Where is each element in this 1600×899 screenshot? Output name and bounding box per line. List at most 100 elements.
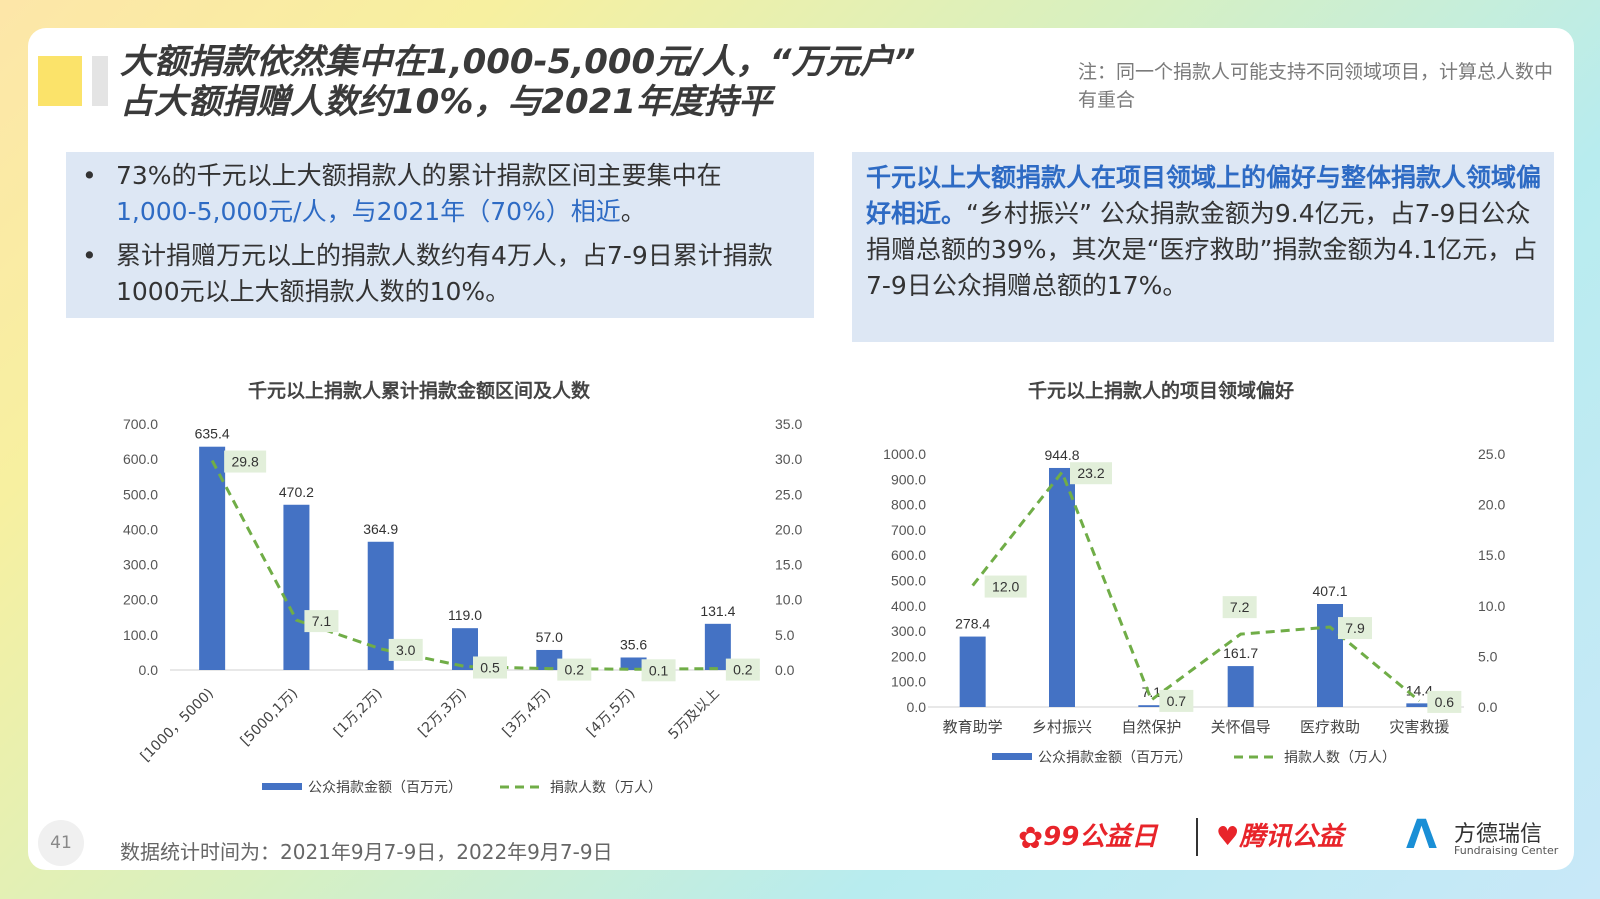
- right-summary-highlight: 千元以上大额捐款人在项目领域上的偏好与整体捐款人领域偏好相近。: [866, 163, 1542, 228]
- chart-1-line-label-bg: [224, 450, 267, 473]
- chart-1-line-label-bg: [557, 658, 592, 681]
- chart-2-bar-label: 7.1: [1142, 684, 1162, 700]
- chart-1-bar-label: 119.0: [448, 607, 482, 623]
- chart-2-y-right-tick: 0.0: [1478, 699, 1498, 715]
- chart-1-y-right-tick: 25.0: [775, 486, 802, 502]
- chart-1-bar: [199, 446, 226, 670]
- right-summary-text: 千元以上大额捐款人在项目领域上的偏好与整体捐款人领域偏好相近。“乡村振兴” 公众…: [866, 160, 1546, 304]
- chart-1-line-label: 0.5: [480, 659, 500, 675]
- title-line-1: 大额捐款依然集中在1,000-5,000元/人，“万元户”: [120, 42, 916, 82]
- chart-2-x-tick: 医疗救助: [1300, 718, 1360, 736]
- title-line-2: 占大额捐赠人数约10%，与2021年度持平: [120, 82, 773, 122]
- chart-1-bar-label: 57.0: [536, 629, 563, 645]
- chart-2-bar-label: 944.8: [1044, 447, 1079, 463]
- chart-2-y-left-tick: 600.0: [891, 547, 926, 563]
- right-summary-body: “乡村振兴” 公众捐款金额为9.4亿元，占7-9日公众捐赠总额的39%，其次是“…: [866, 199, 1538, 300]
- chart-2-x-tick: 灾害救援: [1389, 718, 1449, 736]
- chart-2-bar: [1406, 703, 1433, 707]
- chart-2-bar: [1138, 705, 1165, 707]
- flower-icon: ✿: [1018, 821, 1044, 856]
- title-accent-gray: [92, 56, 108, 106]
- chart-1-line-label: 0.2: [565, 662, 585, 678]
- chart-1-y-left-tick: 200.0: [123, 592, 158, 608]
- chart-2-line-label-bg: [1070, 462, 1112, 485]
- chart-2-bar-label: 407.1: [1312, 583, 1347, 599]
- chart-1-x-tick: 5万及以上: [665, 686, 722, 743]
- chart-1-bar-label: 635.4: [195, 426, 230, 442]
- chart-1-line-label-bg: [725, 658, 760, 681]
- bullet-1-text-a: 73%的千元以上大额捐款人的累计捐款区间主要集中在: [116, 161, 722, 190]
- chart-1-y-right-tick: 5.0: [775, 627, 795, 643]
- chart-1-line-label-bg: [473, 656, 507, 679]
- chart-2-bar-label: 278.4: [955, 616, 990, 632]
- chart-2-y-left-tick: 500.0: [891, 573, 926, 589]
- chart-2-y-right-tick: 10.0: [1478, 598, 1505, 614]
- chart-1-y-right-tick: 15.0: [775, 557, 802, 573]
- chart-1-x-tick: [3万,4万): [500, 686, 555, 741]
- chart-2-y-left-tick: 0.0: [907, 699, 927, 715]
- chart-2-y-right-tick: 20.0: [1478, 497, 1505, 513]
- left-summary-box: • 73%的千元以上大额捐款人的累计捐款区间主要集中在 1,000-5,000元/…: [66, 152, 814, 318]
- chart-1-bar: [620, 657, 647, 670]
- chart-2-y-right-tick: 25.0: [1478, 446, 1505, 462]
- chart-1-line-label: 29.8: [232, 454, 259, 470]
- fd-logo-icon: Λ: [1406, 812, 1437, 858]
- logo-tencent-charity: ♥腾讯公益: [1216, 816, 1343, 853]
- chart-1-line-label: 7.1: [312, 613, 332, 629]
- chart-2-title: 千元以上捐款人的项目领域偏好: [1028, 380, 1295, 402]
- chart-2-y-right-tick: 5.0: [1478, 648, 1498, 664]
- chart-1-line-label-bg: [388, 638, 423, 661]
- chart-2-line-label: 0.7: [1167, 693, 1187, 709]
- chart-1-legend-line-label: 捐款人数（万人）: [550, 780, 662, 796]
- chart-1-y-right-tick: 30.0: [775, 451, 802, 467]
- slide-title: 大额捐款依然集中在1,000-5,000元/人，“万元户” 占大额捐赠人数约10…: [120, 42, 915, 122]
- chart-1-y-right-tick: 0.0: [775, 662, 795, 678]
- logo-99-text: 99公益日: [1043, 822, 1158, 852]
- chart-2-x-tick: 自然保护: [1121, 718, 1181, 736]
- chart-1-y-left-tick: 700.0: [123, 416, 158, 432]
- chart-1-title: 千元以上捐款人累计捐款金额区间及人数: [248, 380, 591, 402]
- chart-1-x-tick: [5000,1万): [238, 686, 302, 750]
- bullet-1-text-b: 。: [620, 197, 646, 226]
- chart-1-x-tick: [4万,5万): [584, 686, 639, 741]
- chart-1-y-left-tick: 600.0: [123, 451, 158, 467]
- bullet-1-text: 73%的千元以上大额捐款人的累计捐款区间主要集中在 1,000-5,000元/人，…: [116, 158, 776, 230]
- bullet-2-text: 累计捐赠万元以上的捐款人数约有4万人，占7-9日累计捐款1000元以上大额捐款人…: [116, 241, 773, 306]
- chart-2-y-left-tick: 700.0: [891, 522, 926, 538]
- chart-1-y-left-tick: 500.0: [123, 486, 158, 502]
- chart-2-bar: [1227, 666, 1254, 707]
- chart-2-bar: [1049, 467, 1075, 707]
- chart-2-line-label: 7.2: [1230, 599, 1250, 615]
- chart-1-bar: [283, 504, 310, 670]
- chart-2-y-left-tick: 100.0: [891, 674, 926, 690]
- chart-1-legend-bar-swatch: [262, 783, 302, 790]
- chart-2-y-right-tick: 15.0: [1478, 547, 1505, 563]
- chart-2-x-tick: 关怀倡导: [1211, 718, 1271, 736]
- chart-2-y-left-tick: 900.0: [891, 471, 926, 487]
- logo-fd-en: Fundraising Center: [1454, 844, 1559, 857]
- bullet-2: •: [82, 241, 97, 270]
- data-period-note: 数据统计时间为：2021年9月7-9日，2022年9月7-9日: [120, 840, 613, 864]
- logo-99-charity-day: ✿99公益日: [1018, 816, 1157, 856]
- note-text: 注：同一个捐款人可能支持不同领域项目，计算总人数中有重合: [1078, 61, 1554, 111]
- chart-2-line-label-bg: [1338, 617, 1372, 640]
- chart-2-legend-line-label: 捐款人数（万人）: [1284, 750, 1396, 766]
- chart-2-y-left-tick: 300.0: [891, 623, 926, 639]
- chart-2-y-left-tick: 400.0: [891, 598, 926, 614]
- chart-1-line-label: 0.2: [733, 662, 753, 678]
- chart-1-x-tick: [1万,2万): [331, 686, 386, 741]
- chart-1-y-left-tick: 100.0: [123, 627, 158, 643]
- chart-1-line-label: 3.0: [396, 642, 416, 658]
- chart-2-line-label: 12.0: [992, 579, 1019, 595]
- chart-1-bar-label: 131.4: [700, 603, 735, 619]
- chart-2-y-left-tick: 200.0: [891, 648, 926, 664]
- chart-2-line-label: 23.2: [1077, 465, 1104, 481]
- chart-2-x-tick: 教育助学: [943, 718, 1003, 736]
- chart-1-y-right-tick: 35.0: [775, 416, 802, 432]
- chart-2-y-left-tick: 1000.0: [883, 446, 926, 462]
- chart-2-line-series: [971, 469, 1421, 703]
- logo-tencent-text: 腾讯公益: [1239, 822, 1344, 852]
- right-summary-box: 千元以上大额捐款人在项目领域上的偏好与整体捐款人领域偏好相近。“乡村振兴” 公众…: [852, 152, 1554, 342]
- chart-1-bar: [536, 649, 563, 670]
